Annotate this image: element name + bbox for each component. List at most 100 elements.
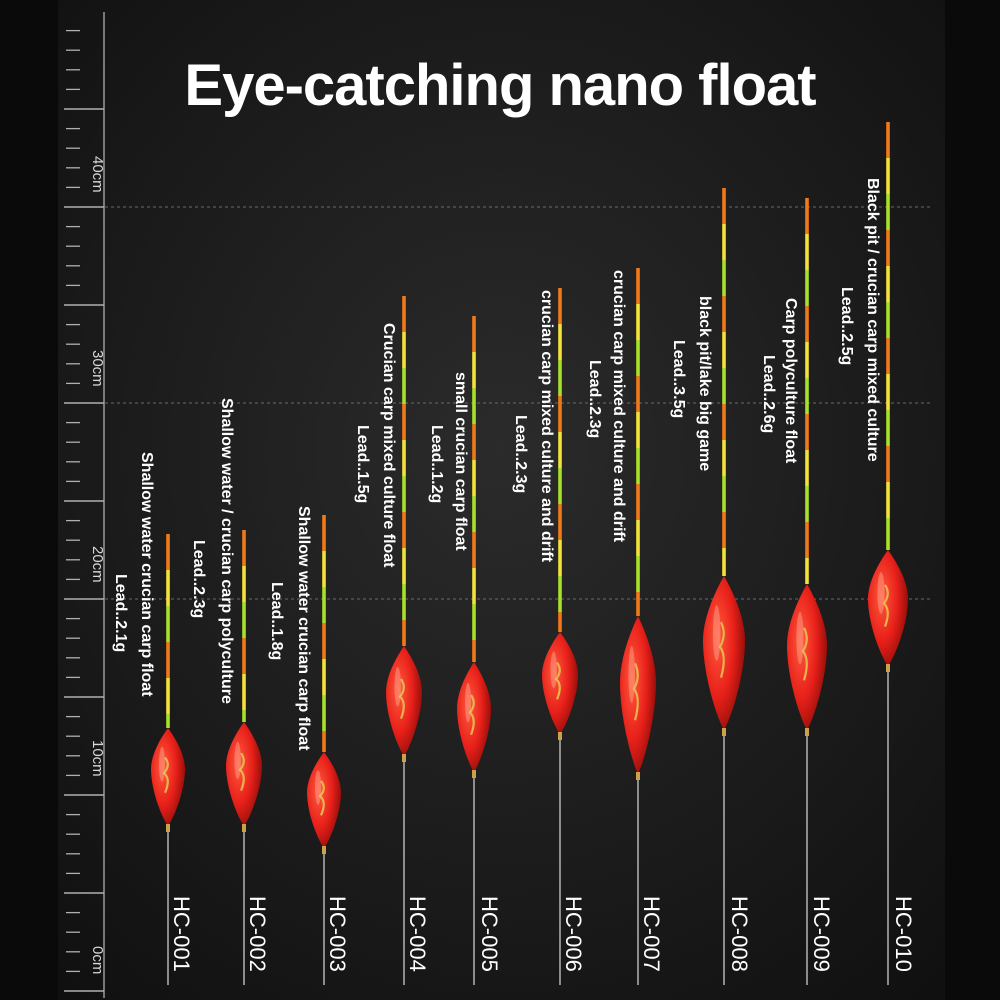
float-tip-segment (558, 576, 562, 588)
float-tip-segment (402, 452, 406, 464)
float-tip-segment (886, 398, 890, 410)
float-tip-segment (558, 456, 562, 468)
float-tip-segment (472, 616, 476, 628)
float-tip-segment (886, 494, 890, 506)
float-tip-segment (722, 512, 726, 524)
float-tip-segment (805, 246, 809, 258)
float-tip-segment (472, 448, 476, 460)
measuring-ruler (64, 12, 105, 998)
float-tip-segment (805, 558, 809, 570)
float-tip-segment (636, 388, 640, 400)
float-tip-segment (558, 288, 562, 300)
float-tip-segment (242, 662, 246, 674)
float-tip-segment (402, 596, 406, 608)
float-tip-segment (805, 318, 809, 330)
float-tip-segment (558, 324, 562, 336)
float-tip-segment (722, 476, 726, 488)
float-highlight (464, 682, 472, 723)
float-tip-segment (722, 404, 726, 416)
page-title: Eye-catching nano float (184, 53, 816, 118)
left-frame-edge (0, 0, 58, 1000)
float-tip-segment (472, 520, 476, 532)
float-tip-segment (722, 260, 726, 272)
fishing-float-8 (703, 188, 745, 985)
float-collar (472, 770, 476, 778)
float-tip-segment (166, 654, 170, 666)
float-collar (166, 824, 170, 832)
float-tip-segment (166, 630, 170, 642)
float-tip-segment (805, 570, 809, 582)
float-name-hc-007: crucian carp mixed culture and drift (610, 270, 627, 543)
float-tip-segment (402, 308, 406, 320)
fishing-float-10 (868, 122, 908, 985)
float-tip-segment (322, 707, 326, 719)
float-tip-segment (402, 572, 406, 584)
float-tip-segment (322, 743, 326, 752)
float-tip-segment (722, 236, 726, 248)
float-gold-decoration (398, 678, 405, 719)
float-tip-segment (402, 392, 406, 404)
float-tip-segment (636, 604, 640, 616)
fishing-float-5 (457, 316, 491, 985)
float-name-hc-010: Black pit / crucian carp mixed culture (864, 178, 881, 462)
float-tip-segment (322, 515, 326, 527)
float-tip-segment (805, 522, 809, 534)
float-tip-segment (402, 356, 406, 368)
float-tip-segment (722, 572, 726, 576)
ruler-label-40cm: 40cm (89, 156, 106, 193)
float-tip-segment (242, 626, 246, 638)
float-tip-segment (805, 402, 809, 414)
float-tip-segment (886, 386, 890, 398)
float-tip-segment (166, 618, 170, 630)
float-tip-segment (472, 340, 476, 352)
float-tip-segment (886, 230, 890, 242)
float-tip-segment (722, 332, 726, 344)
float-tip-segment (558, 624, 562, 632)
float-tip-segment (886, 194, 890, 206)
float-tip-segment (472, 328, 476, 340)
float-tip-segment (472, 376, 476, 388)
float-tip-segment (886, 542, 890, 550)
float-tip-segment (636, 556, 640, 568)
float-tip-segment (886, 314, 890, 326)
fishing-float-9 (787, 198, 827, 985)
float-collar (322, 846, 326, 854)
float-tip-segment (166, 534, 170, 546)
float-tip-segment (166, 678, 170, 690)
float-tip-segment (805, 306, 809, 318)
float-tip-segment (242, 614, 246, 626)
float-tip-segment (402, 548, 406, 560)
float-tip-segment (558, 612, 562, 624)
float-tip-segment (558, 396, 562, 408)
float-tip-segment (636, 544, 640, 556)
float-tip-segment (166, 558, 170, 570)
float-tip-segment (886, 122, 890, 134)
float-tip-segment (722, 440, 726, 452)
float-tip-segment (805, 450, 809, 462)
float-tip-segment (472, 628, 476, 640)
model-label-hc-007: HC-007 (639, 896, 664, 972)
float-tip-segment (402, 332, 406, 344)
float-tip-segment (636, 496, 640, 508)
float-tip-segment (322, 731, 326, 743)
float-tip-segment (242, 638, 246, 650)
float-tip-segment (636, 580, 640, 592)
float-tip-segment (242, 542, 246, 554)
float-lead-hc-008: Lead..3.5g (670, 340, 687, 419)
float-gold-decoration (162, 756, 169, 794)
float-gold-decoration (554, 661, 561, 700)
float-tip-segment (886, 338, 890, 350)
float-tip-segment (805, 354, 809, 366)
float-tip-segment (805, 270, 809, 282)
float-tip-segment (805, 330, 809, 342)
float-name-hc-001: Shallow water crucian carp float (138, 452, 155, 697)
float-tip-segment (166, 690, 170, 702)
float-tip-segment (636, 592, 640, 604)
float-tip-segment (166, 570, 170, 582)
float-tip-segment (402, 428, 406, 440)
float-tip-segment (886, 266, 890, 278)
float-lead-hc-004: Lead..1.5g (354, 425, 371, 504)
right-frame-edge (945, 0, 1000, 1000)
float-tip-segment (722, 524, 726, 536)
float-tip-segment (402, 344, 406, 356)
